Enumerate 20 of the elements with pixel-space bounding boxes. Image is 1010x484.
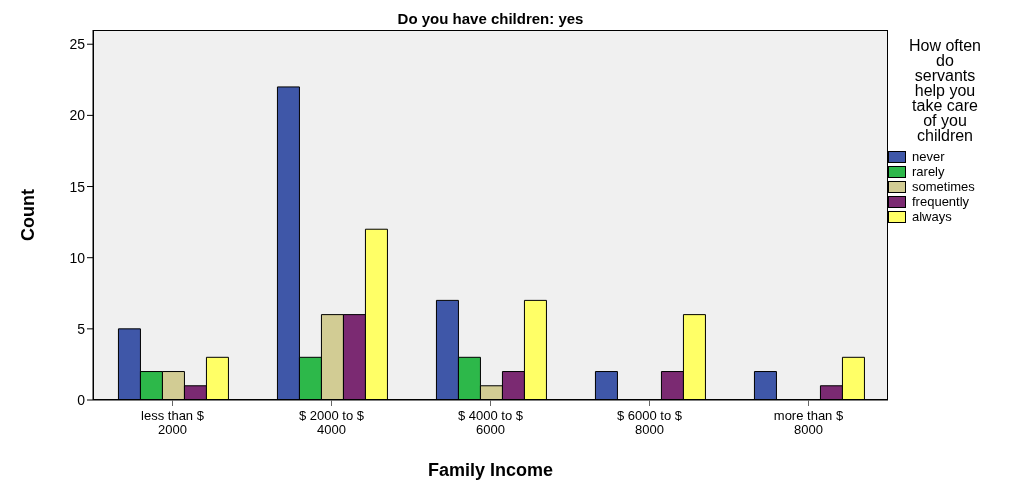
y-axis-title: Count [18,188,39,243]
legend-title: How often do servants help you take care of you children [907,37,982,144]
legend-label: frequently [912,194,970,209]
y-tick-label: 25 [69,36,86,53]
y-tick-label: 15 [69,178,86,195]
chart-title: Do you have children: yes [396,10,585,27]
y-tick-label: 10 [69,249,86,266]
y-tick-label: 20 [69,107,86,124]
y-tick-label: 5 [77,320,86,337]
legend-label: always [912,209,952,224]
y-tick-label: 0 [77,391,86,408]
x-tick-label: $ 6000 to $ 8000 [616,408,683,437]
legend-label: sometimes [912,179,975,194]
x-tick-label: less than $ 2000 [141,408,205,437]
legend-label: rarely [912,164,945,179]
x-tick-label: $ 2000 to $ 4000 [298,408,365,437]
legend-label: never [912,149,945,164]
x-axis-title: Family Income [426,460,554,481]
x-tick-label: more than $ 8000 [773,408,844,437]
x-tick-label: $ 4000 to $ 6000 [457,408,524,437]
